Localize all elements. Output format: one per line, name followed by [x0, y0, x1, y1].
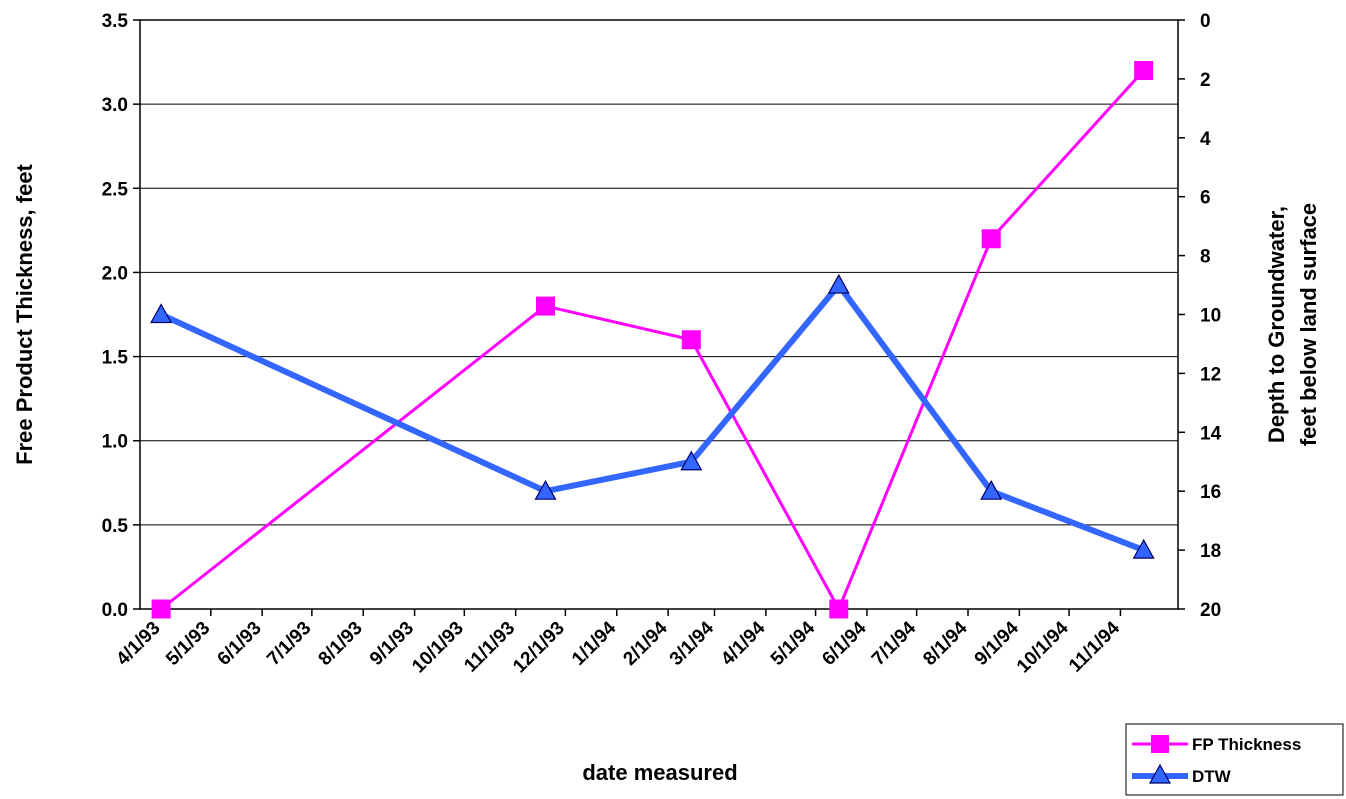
legend: FP Thickness DTW: [1125, 723, 1344, 796]
x-tick-label: 7/1/94: [868, 617, 921, 670]
x-tick-label: 1/1/94: [568, 617, 621, 670]
x-tick-label: 6/1/93: [214, 618, 266, 670]
data-point-dtw: [980, 479, 1003, 500]
x-tick-label: 5/1/94: [767, 617, 820, 670]
data-point-fp-thickness: [981, 229, 1001, 249]
x-tick-label: 7/1/93: [263, 618, 315, 670]
axes: 0.0 0.5 1.0 1.5 2.0 2.5 3.0 3.5 0 2 4 6 8 10 12 14 16 18 2…: [102, 11, 1222, 677]
data-point-dtw: [1132, 538, 1155, 559]
y2-tick-label: 4: [1200, 129, 1211, 150]
y2-axis-title-line2: feet below land surface: [1296, 203, 1321, 446]
x-tick-label: 11/1/93: [460, 618, 519, 677]
series-line-fp-thickness: [160, 69, 1145, 611]
data-point-fp-thickness: [151, 599, 171, 619]
x-tick-label: 4/1/94: [717, 617, 770, 670]
x-tick-label: 12/1/93: [509, 618, 569, 678]
y2-tick-label: 20: [1200, 600, 1221, 621]
data-point-dtw: [827, 273, 850, 294]
x-tick-label: 8/1/93: [315, 618, 367, 670]
y2-tick-label: 18: [1200, 541, 1221, 562]
y-tick-label: 1.0: [102, 432, 128, 453]
legend-marker-dtw: [1148, 763, 1172, 784]
y2-tick-label: 12: [1200, 364, 1221, 385]
y2-tick-label: 2: [1200, 70, 1211, 91]
x-tick-label: 8/1/94: [919, 617, 972, 670]
y-tick-label: 3.5: [102, 11, 129, 32]
data-point-fp-thickness: [536, 296, 556, 316]
series-layer: [150, 60, 1155, 619]
x-tick-label: 10/1/93: [408, 618, 468, 678]
x-tick-label: 4/1/93: [112, 618, 164, 670]
x-tick-label: 2/1/94: [619, 617, 672, 670]
y2-axis-title-line1: Depth to Groundwater,: [1264, 206, 1289, 443]
x-axis-title: date measured: [582, 760, 737, 785]
plot-area: [139, 19, 1179, 610]
x-tick-label: 3/1/94: [666, 617, 719, 670]
series-line-dtw: [159, 282, 1145, 553]
data-point-fp-thickness: [829, 599, 849, 619]
y2-tick-label: 16: [1200, 482, 1221, 503]
data-point-dtw: [150, 303, 173, 324]
data-point-dtw: [534, 479, 557, 500]
data-point-fp-thickness: [681, 330, 701, 350]
y-tick-label: 0.5: [102, 516, 129, 537]
y-axis-title: Free Product Thickness, feet: [12, 163, 37, 464]
grid-lines: [140, 19, 1178, 610]
legend-label-dtw: DTW: [1192, 767, 1232, 786]
y2-tick-label: 6: [1200, 188, 1211, 209]
y2-tick-label: 0: [1200, 11, 1211, 32]
y-tick-label: 0.0: [102, 600, 128, 621]
x-tick-label: 6/1/94: [818, 617, 871, 670]
y2-tick-label: 8: [1200, 247, 1211, 268]
y-tick-label: 2.5: [102, 179, 129, 200]
legend-label-fp-thickness: FP Thickness: [1192, 735, 1301, 754]
y-tick-label: 1.5: [102, 348, 129, 369]
data-point-fp-thickness: [1134, 60, 1154, 80]
y-tick-label: 2.0: [102, 263, 128, 284]
legend-marker-fp-thickness: [1151, 735, 1169, 753]
x-tick-label: 10/1/94: [1013, 617, 1073, 677]
x-tick-label: 5/1/93: [162, 618, 214, 670]
data-point-dtw: [680, 450, 703, 471]
y-tick-label: 3.0: [102, 95, 128, 116]
y2-tick-label: 14: [1200, 423, 1222, 444]
y2-tick-label: 10: [1200, 306, 1221, 327]
x-tick-label: 11/1/94: [1065, 617, 1124, 676]
